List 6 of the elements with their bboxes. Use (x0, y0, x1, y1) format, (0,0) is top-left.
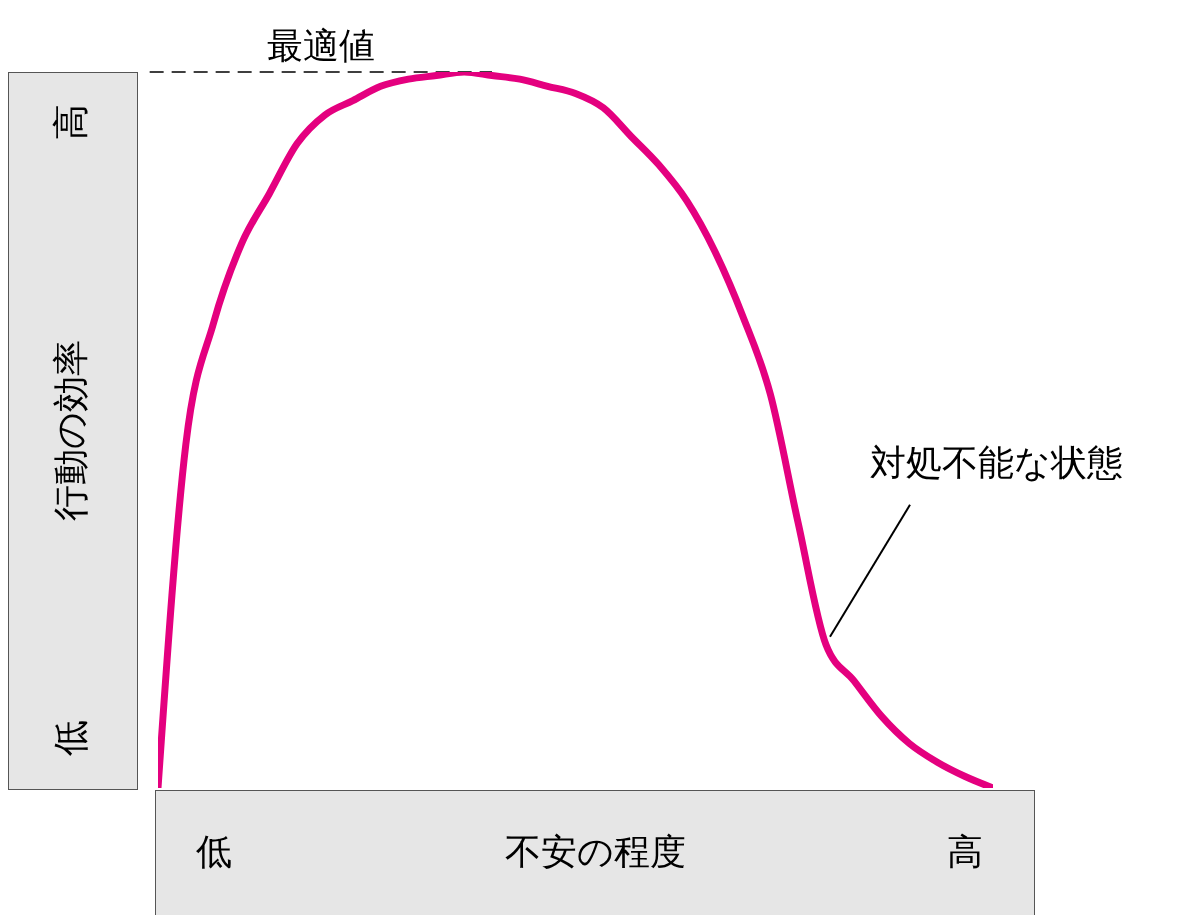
text: 低 (50, 720, 91, 756)
text: 高 (50, 104, 91, 140)
annotation: 対処不能な状態 (869, 441, 1123, 483)
ref-line-label: 最適値 (266, 25, 375, 66)
y-axis-title: 行動の効率 (50, 339, 91, 521)
x-axis-title: 不安の程度 (504, 831, 686, 872)
